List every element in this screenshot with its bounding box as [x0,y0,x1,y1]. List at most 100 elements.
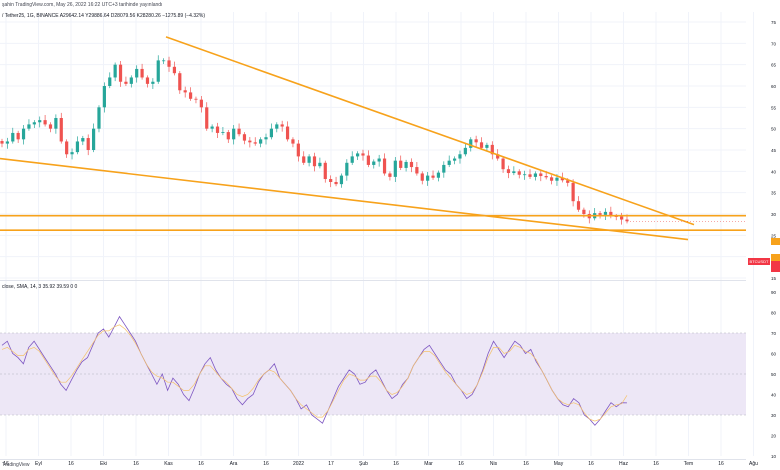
candle-body [11,132,15,142]
candle-body [452,158,457,161]
time-tick-label: Tem [684,461,693,467]
time-tick-label: Ağu [749,461,758,467]
candle-body [75,141,80,153]
level-tag-upper [771,238,780,245]
time-tick-label: 16 [133,461,139,467]
candle-body [350,156,354,163]
time-tick-label: 16 [718,461,724,467]
time-tick-label: Şub [359,461,368,467]
candle-body [598,213,602,215]
price-tick-label: 65 [771,63,777,68]
candle-body [16,132,20,140]
price-tick-label: 25 [771,233,777,238]
candle-body [32,122,36,125]
rsi-tick-label: 10 [771,454,777,459]
candle-body [479,142,484,148]
time-tick-label: Haz [619,461,628,467]
candle-body [151,81,155,84]
candle-body [501,158,505,170]
candle-body [442,164,446,173]
candle-body [232,128,236,140]
time-axis[interactable]: 16 Eyl 16 Eki 16 Kas 16 Ara 16 2022 17 Şub 16 Mar 16 Ni… [3,461,758,467]
candle-body [339,175,344,185]
candle-body [469,139,473,148]
candle-body [512,171,516,174]
symbol-legend[interactable]: / Tether25, 1G, BINANCE A29642.14 Y29886… [2,13,206,19]
rsi-legend[interactable]: close, SMA, 14, 3 35.92 39.59 0 0 [2,284,78,290]
candle-body [393,160,397,177]
candle-body [609,211,613,217]
candle-body [291,139,295,144]
time-tick-label: 16 [198,461,204,467]
price-tick-label: 30 [771,212,777,217]
candle-body [506,169,511,174]
candle-body [566,180,570,183]
candle-body [97,107,101,129]
candle-body [307,156,311,163]
candle-body [54,118,58,129]
candle-body [528,174,532,177]
candle-body [167,60,171,67]
candle-body [237,128,241,135]
candle-body [91,128,96,150]
candle-body [426,175,430,181]
countdown-tag [771,265,780,272]
trendline-resistance [165,36,695,226]
candle-body [275,124,279,129]
candle-body [388,173,392,177]
time-tick-label: Eyl [35,461,42,467]
candle-body [323,162,327,180]
price-tick-label: 40 [771,169,777,174]
rsi-axis[interactable]: 90 80 70 60 50 40 30 20 10 [771,290,777,459]
candle-body [285,126,290,140]
time-tick-label: 16 [458,461,464,467]
candle-body [48,124,53,129]
candle-body [431,175,435,178]
candle-body [366,155,370,165]
time-tick-label: 16 [588,461,594,467]
candle-body [86,138,90,150]
candle-body [188,92,193,99]
rsi-tick-label: 20 [771,434,777,439]
candle-body [474,139,478,143]
price-tick-label: 55 [771,105,777,110]
price-tick-label: 75 [771,20,777,25]
pane-separator[interactable] [0,280,746,281]
candle-body [70,152,74,155]
ticker-price-tag: BTCUSDT [748,258,770,265]
candle-body [603,211,608,215]
candle-body [135,68,139,78]
candle-body [59,118,63,142]
candle-body [27,124,31,129]
rsi-ma-line [1,324,628,422]
last-price-tag [771,258,780,265]
candle-body [221,132,225,133]
candle-body [447,160,451,165]
time-tick-label: Eki [100,461,107,467]
candle-body [118,64,123,82]
trendline-support [0,157,689,241]
time-tick-label: 16 [263,461,269,467]
time-axis-separator [0,459,746,460]
price-tick-label: 50 [771,127,777,132]
candle-body [329,179,333,182]
rsi-tick-label: 50 [771,372,777,377]
candle-body [555,177,559,181]
candle-body [280,124,284,127]
candle-body [404,161,408,168]
candle-body [102,86,106,108]
rsi-tick-label: 60 [771,352,777,357]
candle-body [312,156,317,167]
rsi-tick-label: 70 [771,331,777,336]
candle-body [560,177,564,181]
candle-body [5,141,9,144]
candle-body [620,216,624,220]
candle-body [172,66,177,74]
candle-body [549,177,554,181]
candle-body [490,144,494,155]
candle-body [145,77,150,84]
candle-body [517,171,521,175]
candle-body [436,172,441,178]
candle-body [0,141,4,144]
